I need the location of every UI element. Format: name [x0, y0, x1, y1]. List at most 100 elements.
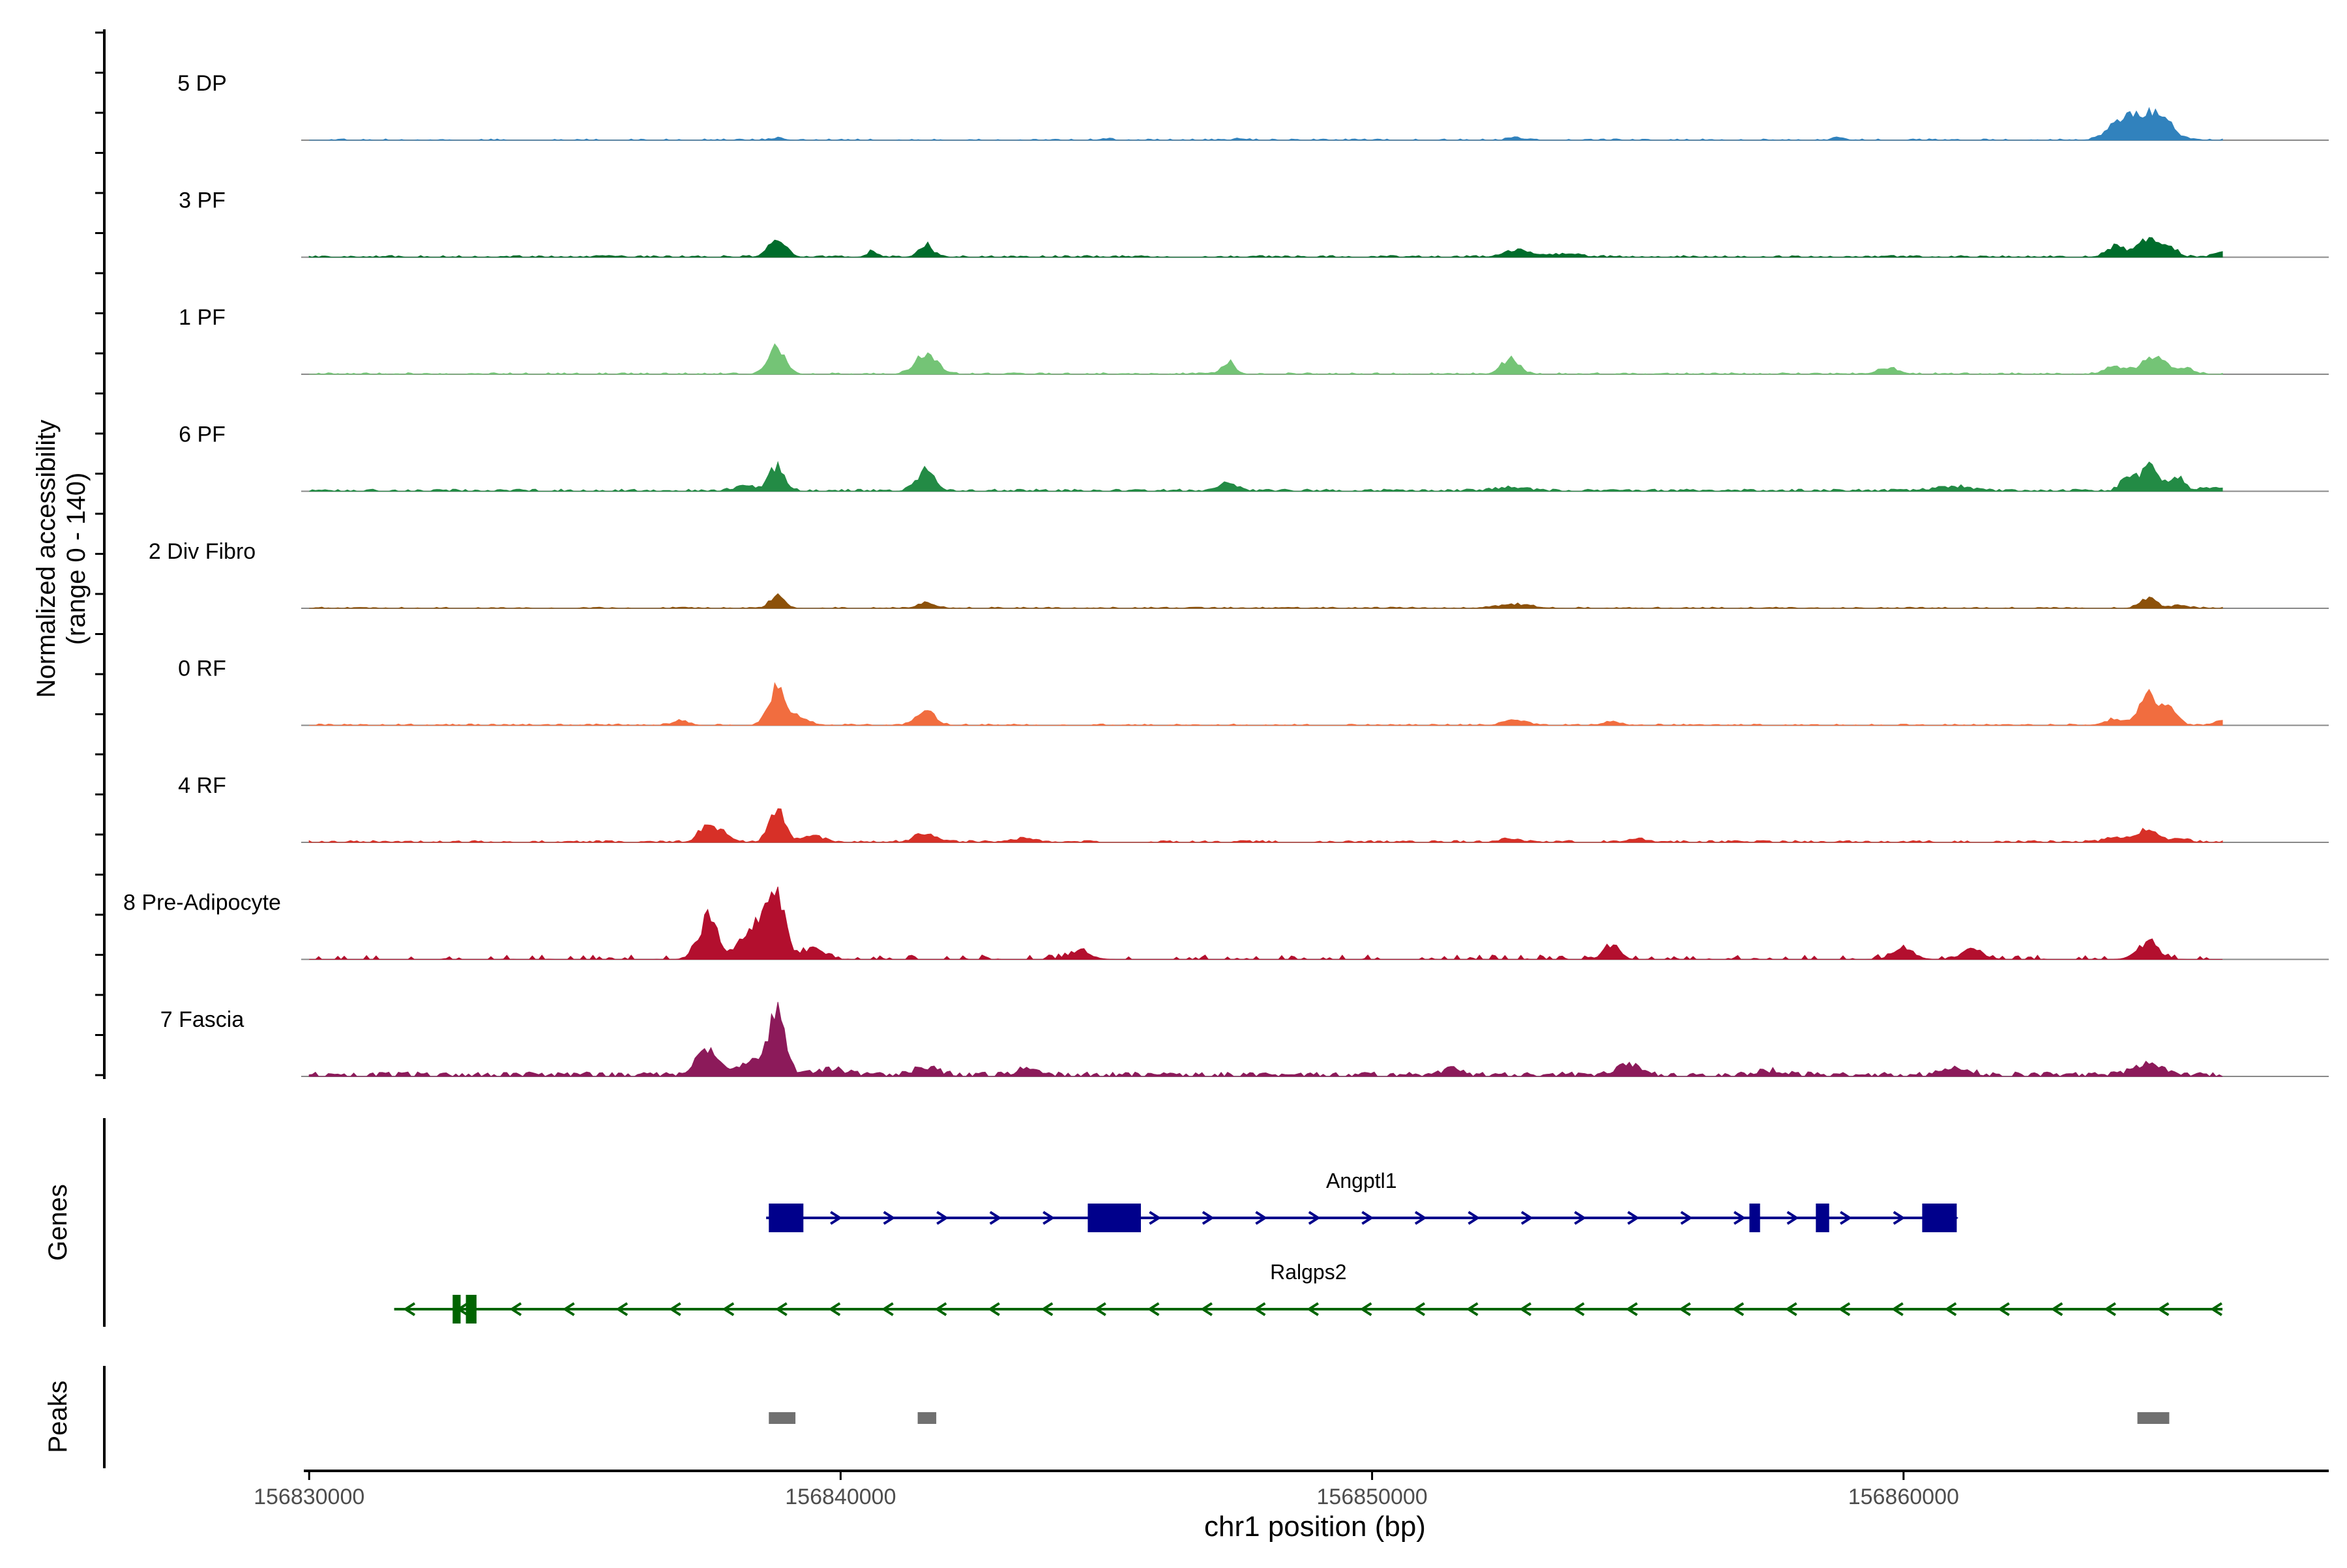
y-axis-ticks	[95, 31, 104, 1076]
exon	[1816, 1204, 1829, 1232]
strand-arrow-icon	[1200, 1302, 1213, 1316]
genomic-x-axis: 156830000 156840000 156850000 156860000 chr…	[254, 1470, 2329, 1543]
gene-ralgps2: Ralgps2	[394, 1260, 2222, 1324]
strand-arrow-icon	[1359, 1302, 1372, 1316]
strand-arrow-icon	[2157, 1302, 2170, 1316]
strand-arrow-icon	[775, 1302, 788, 1316]
strand-arrow-icon	[1149, 1211, 1162, 1225]
x-axis-ticks: 156830000 156840000 156850000 156860000	[254, 1471, 1959, 1509]
track-label: 5 DP	[177, 71, 227, 96]
x-axis-label: chr1 position (bp)	[1204, 1511, 1426, 1543]
x-tick-label: 156850000	[1317, 1485, 1428, 1509]
strand-arrow-icon	[1893, 1211, 1906, 1225]
strand-arrow-icon	[2104, 1302, 2116, 1316]
coverage-area	[309, 886, 2222, 960]
track-label: 7 Fascia	[160, 1007, 244, 1032]
strand-arrow-icon	[881, 1302, 894, 1316]
track-2-div-fibro: 2 Div Fibro	[149, 539, 2329, 609]
strand-arrow-icon	[1625, 1302, 1638, 1316]
strand-arrow-icon	[1732, 1302, 1745, 1316]
gene-label: Angptl1	[1326, 1169, 1397, 1192]
strand-arrow-icon	[828, 1302, 841, 1316]
peaks-label: Peaks	[44, 1380, 72, 1453]
track-label: 4 RF	[178, 773, 226, 798]
track-label: 2 Div Fibro	[149, 539, 256, 564]
strand-arrow-icon	[1094, 1302, 1106, 1316]
strand-arrow-icon	[1680, 1211, 1693, 1225]
coverage-area	[308, 237, 2223, 258]
track-1-pf: 1 PF	[179, 305, 2329, 375]
strand-arrow-icon	[1520, 1211, 1533, 1225]
track-6-pf: 6 PF	[179, 422, 2329, 492]
peak-region	[917, 1412, 937, 1424]
strand-arrow-icon	[562, 1302, 575, 1316]
strand-arrow-icon	[1574, 1211, 1587, 1225]
strand-arrow-icon	[1042, 1211, 1055, 1225]
track-3-pf: 3 PF	[179, 188, 2329, 258]
gene-models: Angptl1 Ralgps2	[394, 1169, 2222, 1324]
y-axis-label-line1: Normalized accessibility	[32, 420, 61, 698]
strand-arrow-icon	[1838, 1302, 1851, 1316]
x-tick-label: 156840000	[785, 1485, 896, 1509]
strand-arrow-icon	[1308, 1211, 1321, 1225]
strand-arrow-icon	[1361, 1211, 1374, 1225]
peak-regions	[769, 1412, 2170, 1424]
strand-arrow-icon	[1466, 1302, 1479, 1316]
gene-label: Ralgps2	[1270, 1260, 1346, 1284]
accessibility-y-axis: Normalized accessibility (range 0 - 140)	[32, 29, 106, 1079]
strand-arrow-icon	[403, 1302, 416, 1316]
strand-arrow-icon	[988, 1302, 1000, 1316]
strand-arrow-icon	[615, 1302, 628, 1316]
exon	[452, 1295, 461, 1324]
x-tick-label: 156830000	[254, 1485, 364, 1509]
strand-arrow-icon	[1627, 1211, 1640, 1225]
genes-track: Genes Angptl1 Ralgps2	[44, 1118, 2222, 1327]
track-label: 0 RF	[178, 657, 226, 681]
track-label: 1 PF	[179, 305, 226, 330]
y-axis-label-line2: (range 0 - 140)	[62, 473, 91, 645]
peaks-track: Peaks	[44, 1366, 2170, 1468]
strand-arrow-icon	[1891, 1302, 1904, 1316]
strand-arrow-icon	[830, 1211, 842, 1225]
strand-arrow-icon	[934, 1302, 947, 1316]
exon	[769, 1204, 804, 1232]
genes-label: Genes	[44, 1184, 72, 1261]
strand-arrow-icon	[1253, 1302, 1266, 1316]
strand-arrow-icon	[1734, 1211, 1746, 1225]
track-label: 3 PF	[179, 188, 226, 213]
track-label: 6 PF	[179, 422, 226, 447]
strand-arrow-icon	[1255, 1211, 1268, 1225]
strand-arrow-icon	[1306, 1302, 1319, 1316]
strand-arrow-icon	[1202, 1211, 1215, 1225]
strand-arrow-icon	[1413, 1302, 1426, 1316]
track-4-rf: 4 RF	[178, 773, 2329, 843]
strand-arrow-icon	[1840, 1211, 1852, 1225]
strand-arrow-icon	[669, 1302, 681, 1316]
track-7-fascia: 7 Fascia	[160, 1001, 2329, 1077]
strand-arrow-icon	[936, 1211, 949, 1225]
strand-arrow-icon	[1998, 1302, 2010, 1316]
coverage-area	[309, 343, 2223, 375]
strand-arrow-icon	[1414, 1211, 1427, 1225]
strand-arrow-icon	[1147, 1302, 1160, 1316]
exon	[1087, 1204, 1141, 1232]
coverage-area	[309, 682, 2223, 726]
strand-arrow-icon	[2050, 1302, 2063, 1316]
exon	[465, 1295, 477, 1324]
peak-region	[769, 1412, 796, 1424]
strand-arrow-icon	[1784, 1302, 1797, 1316]
coverage-area	[308, 1001, 2223, 1077]
strand-arrow-icon	[1678, 1302, 1691, 1316]
strand-arrow-icon	[883, 1211, 896, 1225]
track-5-dp: 5 DP	[177, 71, 2329, 141]
exon	[1922, 1204, 1957, 1232]
strand-arrow-icon	[1944, 1302, 1957, 1316]
strand-arrow-icon	[1572, 1302, 1585, 1316]
strand-arrow-icon	[1519, 1302, 1532, 1316]
coverage-area	[308, 460, 2223, 492]
strand-arrow-icon	[989, 1211, 1002, 1225]
coverage-area	[309, 593, 2223, 609]
exon	[1749, 1204, 1760, 1232]
